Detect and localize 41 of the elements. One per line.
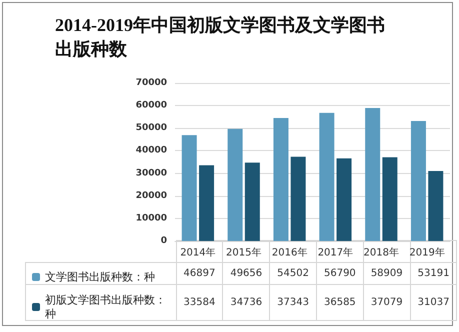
y-tick-label: 10000 [136,213,167,224]
y-tick-label: 50000 [136,123,167,134]
bar [273,118,288,241]
y-tick-label: 20000 [136,190,167,201]
bar [199,165,214,241]
legend-label: 初版文学图书出版种数：种 [45,294,166,320]
bar [336,158,352,241]
bar [382,157,398,241]
data-label: 53191 [410,262,457,284]
bar [244,162,260,241]
data-label: 58909 [363,262,410,284]
bar [182,135,197,241]
x-tick-label: 2016年 [272,246,308,258]
data-label: 46897 [176,262,223,284]
data-label: 49656 [222,262,270,284]
bar [290,156,306,241]
x-tick-label: 2015年 [226,246,262,258]
data-label: 36585 [316,284,364,320]
x-tick-label: 2017年 [318,246,354,258]
x-tick-label: 2018年 [364,246,399,258]
data-label: 33584 [176,284,223,320]
x-tick-label: 2014年 [180,246,216,258]
data-label: 34736 [222,284,270,320]
y-tick-label: 0 [160,236,167,246]
chart-title: 2014-2019年中国初版文学图书及文学图书出版种数 [55,15,385,59]
data-label: 37079 [363,284,410,320]
bar [365,108,380,241]
bar [410,120,426,241]
y-tick-label: 40000 [136,146,167,156]
y-tick-label: 70000 [136,78,167,88]
data-label: 56790 [316,262,364,284]
data-label: 54502 [270,262,316,284]
bar [428,170,444,241]
y-tick-label: 60000 [136,100,167,111]
y-tick-label: 30000 [136,168,167,178]
data-label: 37343 [270,284,316,320]
legend-label: 文学图书出版种数：种 [45,270,155,284]
bar [319,112,334,241]
data-label: 31037 [410,284,457,320]
x-tick-label: 2019年 [409,246,445,258]
bar [228,128,243,241]
